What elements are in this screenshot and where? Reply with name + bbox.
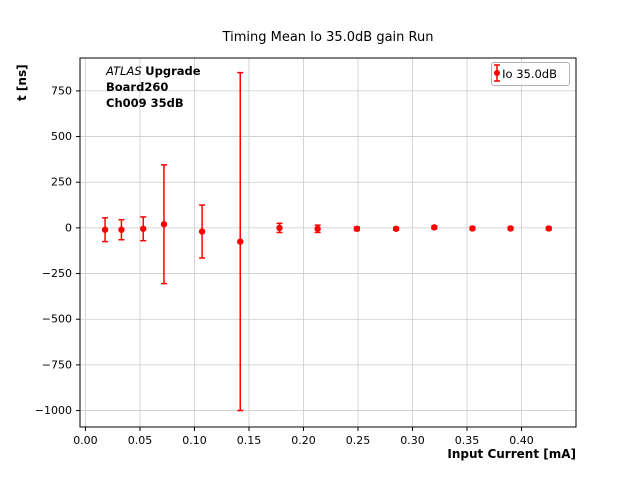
- annotation-board: Board260: [106, 80, 169, 94]
- svg-text:500: 500: [51, 130, 72, 143]
- svg-text:0.05: 0.05: [128, 434, 153, 447]
- experiment-name: ATLAS: [106, 64, 142, 78]
- svg-text:250: 250: [51, 176, 72, 189]
- svg-text:0.00: 0.00: [73, 434, 98, 447]
- legend-label: Io 35.0dB: [502, 67, 557, 81]
- grid-lines: [80, 58, 576, 427]
- svg-text:750: 750: [51, 84, 72, 97]
- errorbar-marker-icon: [494, 64, 501, 82]
- chart-title: Timing Mean Io 35.0dB gain Run: [222, 30, 434, 45]
- annotation-line-1: ATLAS Upgrade: [106, 63, 201, 79]
- x-axis-label: Input Current [mA]: [447, 447, 576, 461]
- svg-text:−250: −250: [42, 267, 72, 280]
- errorbar-series: [101, 71, 552, 412]
- svg-text:−1000: −1000: [35, 404, 72, 417]
- svg-text:0.40: 0.40: [509, 434, 534, 447]
- svg-text:−750: −750: [42, 358, 72, 371]
- axes-frame: [76, 57, 577, 431]
- svg-text:0.35: 0.35: [455, 434, 480, 447]
- upgrade-label: Upgrade: [145, 64, 201, 78]
- svg-text:0.20: 0.20: [291, 434, 316, 447]
- svg-text:0.15: 0.15: [237, 434, 262, 447]
- annotation-channel: Ch009 35dB: [106, 96, 184, 110]
- svg-text:0.25: 0.25: [346, 434, 371, 447]
- y-axis-label: t [ns]: [15, 64, 29, 101]
- tick-labels: 0.00 0.05 0.10 0.15 0.20 0.25 0.30 0.35 0.40 750 5…: [35, 84, 534, 447]
- svg-text:0.30: 0.30: [400, 434, 425, 447]
- legend: Io 35.0dB: [491, 62, 570, 86]
- svg-text:0: 0: [65, 221, 72, 234]
- svg-text:0.10: 0.10: [182, 434, 207, 447]
- annotation: ATLAS Upgrade Board260 Ch009 35dB: [106, 63, 201, 111]
- svg-text:−500: −500: [42, 313, 72, 326]
